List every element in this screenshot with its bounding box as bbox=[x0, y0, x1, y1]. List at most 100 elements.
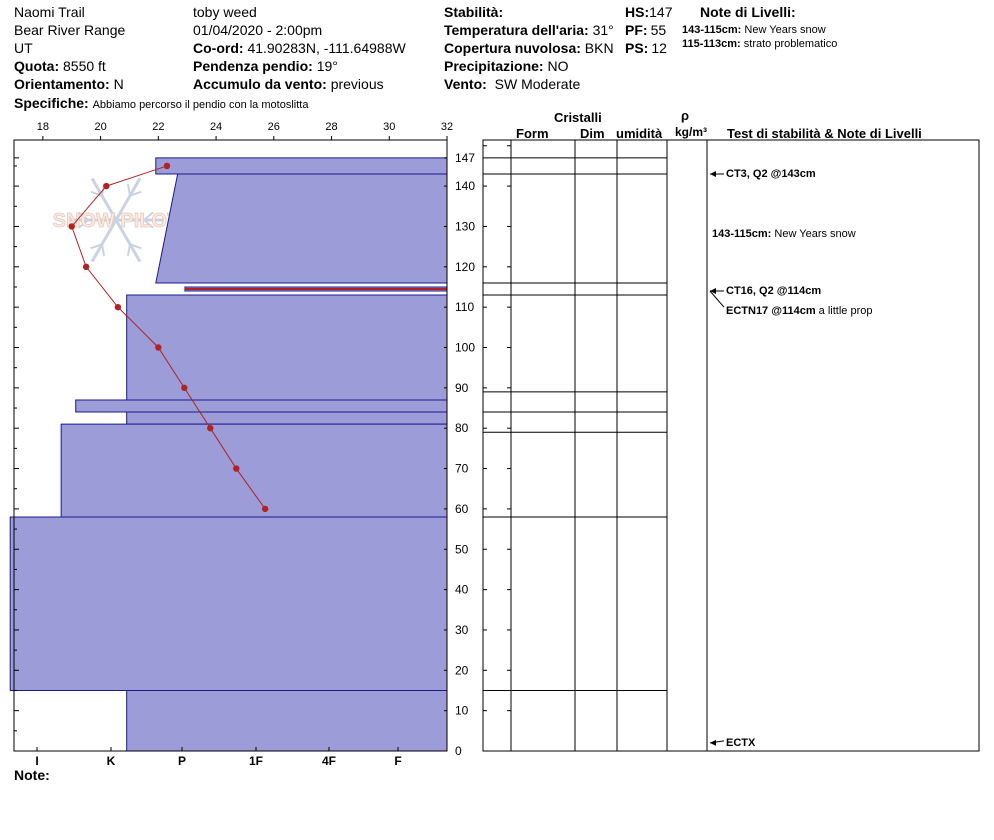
air-temp-label: Temperatura dell'aria: bbox=[444, 22, 589, 38]
wind-loading: Accumulo da vento: previous bbox=[193, 76, 384, 92]
wind: Vento: SW Moderate bbox=[444, 76, 580, 92]
hardness-tick-label: I bbox=[35, 754, 38, 768]
snowflake-branch bbox=[90, 243, 103, 250]
depth-tick-label: 147 bbox=[455, 151, 475, 165]
depth-tick-label: 40 bbox=[455, 583, 469, 597]
depth-tick-label: 30 bbox=[455, 623, 469, 637]
test-arrows bbox=[709, 170, 725, 746]
pf-value: 55 bbox=[650, 22, 667, 38]
range: Bear River Range bbox=[14, 22, 126, 38]
temperature-point bbox=[68, 223, 75, 230]
test-arrow-line bbox=[709, 290, 725, 308]
temperature-line bbox=[71, 165, 266, 510]
specifics: Specifiche: Abbiamo percorso il pendio c… bbox=[14, 95, 308, 112]
datetime: 01/04/2020 - 2:00pm bbox=[193, 22, 323, 38]
temperature-profile bbox=[68, 162, 269, 513]
snowflake-branch bbox=[129, 190, 142, 197]
right-note-new-years: 143-115cm: New Years snow bbox=[712, 228, 856, 241]
temp-tick-label: 32 bbox=[441, 121, 453, 133]
hs-label: HS: bbox=[625, 4, 650, 20]
layer-notes-title: Note di Livelli: bbox=[700, 4, 796, 20]
tests-header: Test di stabilità & Note di Livelli bbox=[727, 126, 922, 141]
layer-note-1: 143-115cm: New Years snow bbox=[682, 24, 826, 37]
temperature-point bbox=[181, 384, 188, 392]
wind-value: SW Moderate bbox=[494, 76, 581, 92]
slope-label: Pendenza pendio: bbox=[193, 58, 313, 74]
test-arrow-head bbox=[710, 739, 716, 746]
depth-tick-label: 140 bbox=[455, 179, 475, 193]
temp-tick-label: 28 bbox=[325, 121, 337, 133]
depth-tick-label: 120 bbox=[455, 260, 475, 274]
cloud-cover: Copertura nuvolosa: BKN bbox=[444, 40, 614, 56]
depth-tick-label: 0 bbox=[455, 744, 462, 758]
right-note-ct16: CT16, Q2 @114cm bbox=[726, 285, 822, 297]
snowflake-arm bbox=[114, 177, 142, 221]
temperature-point bbox=[163, 162, 171, 170]
aspect-label: Orientamento: bbox=[14, 76, 110, 92]
depth-tick-label: 90 bbox=[455, 381, 469, 395]
hardness-layer bbox=[126, 689, 448, 752]
observer: toby weed bbox=[193, 4, 257, 20]
crystal-grid-border bbox=[482, 139, 980, 752]
temp-tick-label: 22 bbox=[152, 121, 164, 133]
air-temp-value: 31° bbox=[592, 22, 614, 38]
specifics-value: Abbiamo percorso il pendio con la motosl… bbox=[92, 99, 309, 111]
size-header: Dim bbox=[580, 126, 605, 141]
layer-note-1-range: 143-115cm: bbox=[682, 24, 742, 36]
hardness-layer bbox=[126, 294, 448, 401]
specifics-label: Specifiche: bbox=[14, 95, 89, 111]
snowflake-arm bbox=[114, 219, 142, 263]
depth-tick-label: 80 bbox=[455, 421, 469, 435]
elevation: Quota: 8550 ft bbox=[14, 58, 106, 74]
snowflake-arm bbox=[90, 177, 118, 221]
location: Naomi Trail bbox=[14, 4, 85, 20]
ps-value: 12 bbox=[651, 40, 667, 56]
depth-tick-label: 20 bbox=[455, 663, 469, 677]
temperature-point bbox=[114, 303, 122, 311]
right-note-ectn17: ECTN17 @114cm a little prop bbox=[726, 305, 872, 318]
snowflake-branch bbox=[126, 244, 131, 257]
wind-loading-value: previous bbox=[330, 76, 384, 92]
depth-tick-label: 130 bbox=[455, 219, 475, 233]
pf-label: PF: bbox=[625, 22, 648, 38]
depth-tick-label: 70 bbox=[455, 462, 469, 476]
crystals-header: Cristalli bbox=[554, 110, 602, 125]
elevation-value: 8550 ft bbox=[63, 58, 106, 74]
moisture-header: umidità bbox=[616, 126, 663, 141]
temperature-point bbox=[155, 344, 162, 351]
hardness-layer bbox=[75, 399, 448, 413]
snowflake-branch bbox=[143, 211, 154, 221]
temp-tick-label: 26 bbox=[268, 121, 280, 133]
aspect: Orientamento: N bbox=[14, 76, 124, 92]
form-header: Form bbox=[516, 126, 549, 141]
air-temp: Temperatura dell'aria: 31° bbox=[444, 22, 614, 38]
temp-tick-label: 24 bbox=[210, 121, 222, 133]
hardness-layer bbox=[155, 173, 448, 284]
layer-note-1-text: New Years snow bbox=[744, 24, 826, 36]
snowflake-branch bbox=[101, 244, 106, 257]
precipitation: Precipitazione: NO bbox=[444, 58, 568, 74]
snowpilot-watermark: SNOW PILOT bbox=[52, 177, 180, 263]
right-note-new-years-text: New Years snow bbox=[774, 228, 856, 240]
hardness-tick-label: P bbox=[178, 754, 186, 768]
precip-label: Precipitazione: bbox=[444, 58, 544, 74]
temperature-point bbox=[82, 263, 90, 270]
depth-tick-label: 50 bbox=[455, 542, 469, 556]
state: UT bbox=[14, 40, 33, 56]
hardness-tick-label: 1F bbox=[249, 754, 263, 768]
hardness-layers bbox=[9, 157, 448, 752]
depth-tick-label: 110 bbox=[455, 300, 474, 314]
right-note-new-years-range: 143-115cm: bbox=[712, 228, 772, 240]
ps: PS: 12 bbox=[625, 40, 667, 56]
temperature-point bbox=[207, 425, 214, 432]
hs-value: 147 bbox=[649, 4, 673, 20]
hardness-layer bbox=[126, 411, 448, 425]
right-note-ectn17-label: ECTN17 @114cm bbox=[726, 305, 816, 317]
watermark-text: SNOW PILOT bbox=[53, 210, 180, 232]
slope: Pendenza pendio: 19° bbox=[193, 58, 338, 74]
pf: PF: 55 bbox=[625, 22, 666, 38]
note-label: Note: bbox=[14, 767, 50, 783]
rho-header: ρ bbox=[681, 108, 690, 123]
depth-tick-label: 100 bbox=[455, 341, 475, 355]
